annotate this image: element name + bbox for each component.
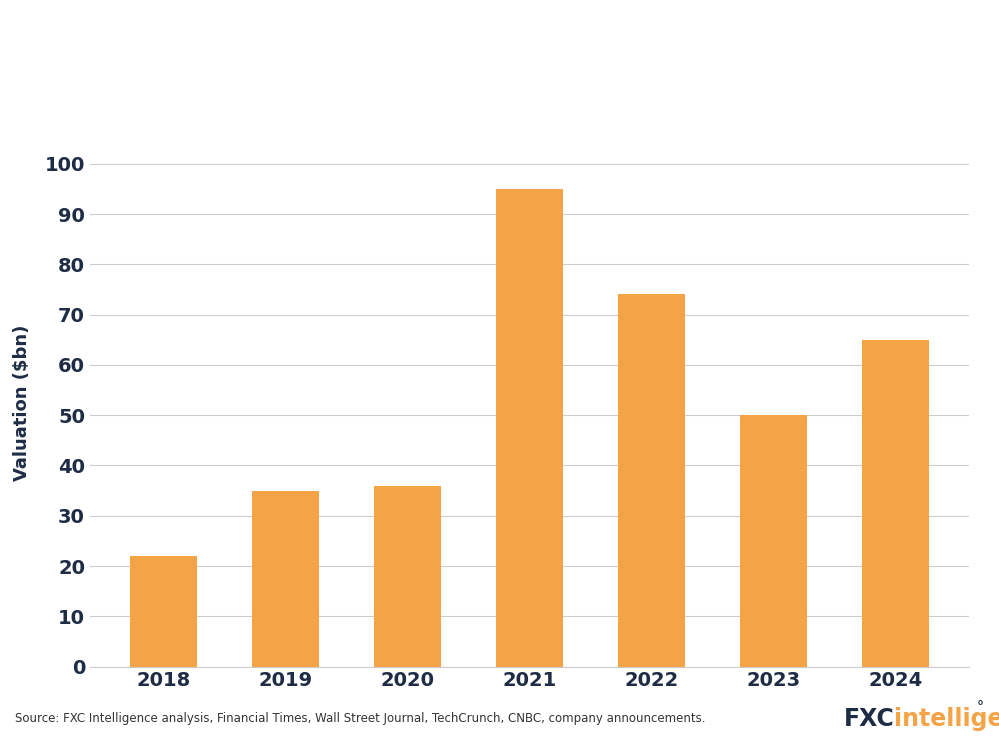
Bar	[130, 556, 197, 667]
Text: Source: FXC Intelligence analysis, Financial Times, Wall Street Journal, TechCru: Source: FXC Intelligence analysis, Finan…	[15, 712, 705, 725]
Bar	[496, 189, 563, 667]
Text: FXC: FXC	[844, 706, 895, 731]
Bar	[252, 491, 319, 667]
Text: Stripe valuation over time, 2019-2024: Stripe valuation over time, 2019-2024	[15, 73, 442, 94]
Text: °: °	[977, 700, 984, 714]
Bar	[618, 294, 685, 667]
Bar	[374, 485, 441, 667]
Bar	[862, 340, 929, 667]
Text: Stripe’s valuation bounces back: Stripe’s valuation bounces back	[15, 18, 565, 47]
Y-axis label: Valuation ($bn): Valuation ($bn)	[13, 324, 31, 481]
Text: intelligence: intelligence	[894, 706, 999, 731]
Bar	[740, 415, 807, 667]
